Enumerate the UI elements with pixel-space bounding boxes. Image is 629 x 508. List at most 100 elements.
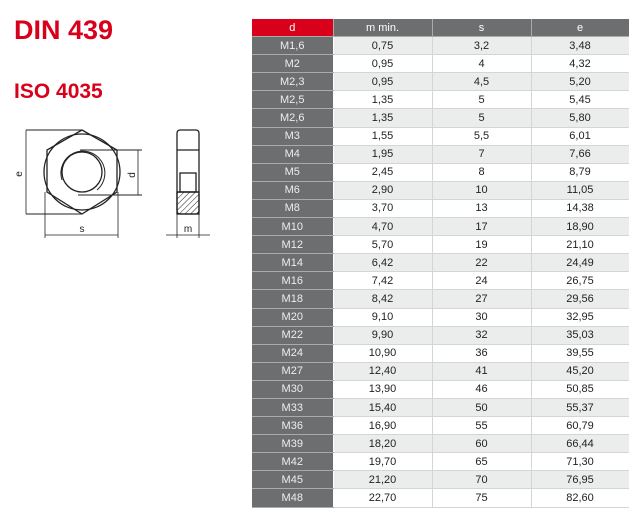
table-row: M2,3 0,95 4,5 5,20 <box>252 72 629 92</box>
table-cell: 5 <box>432 90 532 110</box>
table-cell: 27 <box>432 289 532 309</box>
column-header: e <box>531 19 629 38</box>
table-cell: 35,03 <box>531 326 629 345</box>
hex-nut-drawing: e d s m <box>14 129 210 238</box>
table-cell: 2,90 <box>333 181 433 200</box>
table-row: M18 8,42 27 29,56 <box>252 289 629 309</box>
table-cell: 17 <box>432 217 532 237</box>
table-row: M10 4,70 17 18,90 <box>252 217 629 237</box>
table-cell: 3,2 <box>432 36 532 56</box>
table-cell: 2,45 <box>333 163 433 182</box>
table-cell: 8,79 <box>531 163 629 182</box>
table-cell: 55,37 <box>531 398 629 418</box>
table-cell: 32,95 <box>531 308 629 327</box>
table-cell: 12,40 <box>333 362 433 381</box>
table-row: M14 6,42 22 24,49 <box>252 253 629 273</box>
table-row: M16 7,42 24 26,75 <box>252 271 629 291</box>
table-cell: 0,95 <box>333 72 433 92</box>
table-cell: 8,42 <box>333 289 433 309</box>
table-cell: M10 <box>252 217 334 237</box>
table-row: M42 19,70 65 71,30 <box>252 452 629 472</box>
table-cell: M30 <box>252 380 334 399</box>
table-cell: 22 <box>432 253 532 273</box>
table-cell: 14,38 <box>531 199 629 219</box>
table-cell: M27 <box>252 362 334 381</box>
table-cell: 22,70 <box>333 488 433 508</box>
label-e: e <box>14 171 25 177</box>
table-cell: 18,20 <box>333 434 433 454</box>
table-cell: M39 <box>252 434 334 454</box>
table-cell: 75 <box>432 488 532 508</box>
table-cell: M1,6 <box>252 36 334 56</box>
table-cell: 36 <box>432 344 532 363</box>
table-cell: 41 <box>432 362 532 381</box>
label-d: d <box>127 172 138 178</box>
table-cell: 4,5 <box>432 72 532 92</box>
table-cell: 70 <box>432 470 532 490</box>
table-cell: 7,42 <box>333 271 433 291</box>
table-cell: M4 <box>252 145 334 164</box>
table-cell: 82,60 <box>531 488 629 508</box>
table-row: M30 13,90 46 50,85 <box>252 380 629 399</box>
table-cell: 19,70 <box>333 452 433 472</box>
table-row: M3 1,55 5,5 6,01 <box>252 127 629 146</box>
table-cell: 5,45 <box>531 90 629 110</box>
table-cell: 3,70 <box>333 199 433 219</box>
table-cell: 32 <box>432 326 532 345</box>
table-cell: 71,30 <box>531 452 629 472</box>
table-cell: 30 <box>432 308 532 327</box>
table-cell: M12 <box>252 235 334 255</box>
table-row: M48 22,70 75 82,60 <box>252 488 629 508</box>
table-cell: 10 <box>432 181 532 200</box>
table-row: M8 3,70 13 14,38 <box>252 199 629 219</box>
table-cell: 65 <box>432 452 532 472</box>
table-cell: 5,70 <box>333 235 433 255</box>
table-cell: 11,05 <box>531 181 629 200</box>
table-cell: 0,75 <box>333 36 433 56</box>
table-cell: 24,49 <box>531 253 629 273</box>
table-cell: 5 <box>432 108 532 128</box>
table-row: M27 12,40 41 45,20 <box>252 362 629 381</box>
table-cell: 76,95 <box>531 470 629 490</box>
table-row: M5 2,45 8 8,79 <box>252 163 629 182</box>
table-cell: M5 <box>252 163 334 182</box>
label-m: m <box>184 224 192 235</box>
table-cell: 16,90 <box>333 416 433 436</box>
table-cell: 7 <box>432 145 532 164</box>
table-cell: 13,90 <box>333 380 433 399</box>
column-header: s <box>432 19 532 38</box>
table-cell: 19 <box>432 235 532 255</box>
table-row: M20 9,10 30 32,95 <box>252 308 629 327</box>
table-cell: M3 <box>252 127 334 146</box>
table-cell: M2,3 <box>252 72 334 92</box>
table-row: M22 9,90 32 35,03 <box>252 326 629 345</box>
table-cell: 50 <box>432 398 532 418</box>
table-row: M24 10,90 36 39,55 <box>252 344 629 363</box>
table-cell: 45,20 <box>531 362 629 381</box>
table-cell: 60,79 <box>531 416 629 436</box>
table-cell: 6,42 <box>333 253 433 273</box>
table-cell: M2,5 <box>252 90 334 110</box>
table-cell: 4,70 <box>333 217 433 237</box>
table-cell: 1,35 <box>333 90 433 110</box>
table-cell: M36 <box>252 416 334 436</box>
table-cell: 66,44 <box>531 434 629 454</box>
table-row: M33 15,40 50 55,37 <box>252 398 629 418</box>
label-s: s <box>80 224 85 235</box>
table-row: M6 2,90 10 11,05 <box>252 181 629 200</box>
table-cell: 6,01 <box>531 127 629 146</box>
table-row: M2 0,95 4 4,32 <box>252 54 629 74</box>
standard-title: DIN 439 <box>14 15 114 45</box>
table-cell: M24 <box>252 344 334 363</box>
table-cell: M2 <box>252 54 334 74</box>
table-row: M4 1,95 7 7,66 <box>252 145 629 164</box>
table-cell: 5,20 <box>531 72 629 92</box>
table-cell: 29,56 <box>531 289 629 309</box>
table-cell: M18 <box>252 289 334 309</box>
table-cell: 24 <box>432 271 532 291</box>
table-cell: 0,95 <box>333 54 433 74</box>
table-cell: 5,5 <box>432 127 532 146</box>
column-header: d <box>252 19 334 38</box>
table-row: M45 21,20 70 76,95 <box>252 470 629 490</box>
